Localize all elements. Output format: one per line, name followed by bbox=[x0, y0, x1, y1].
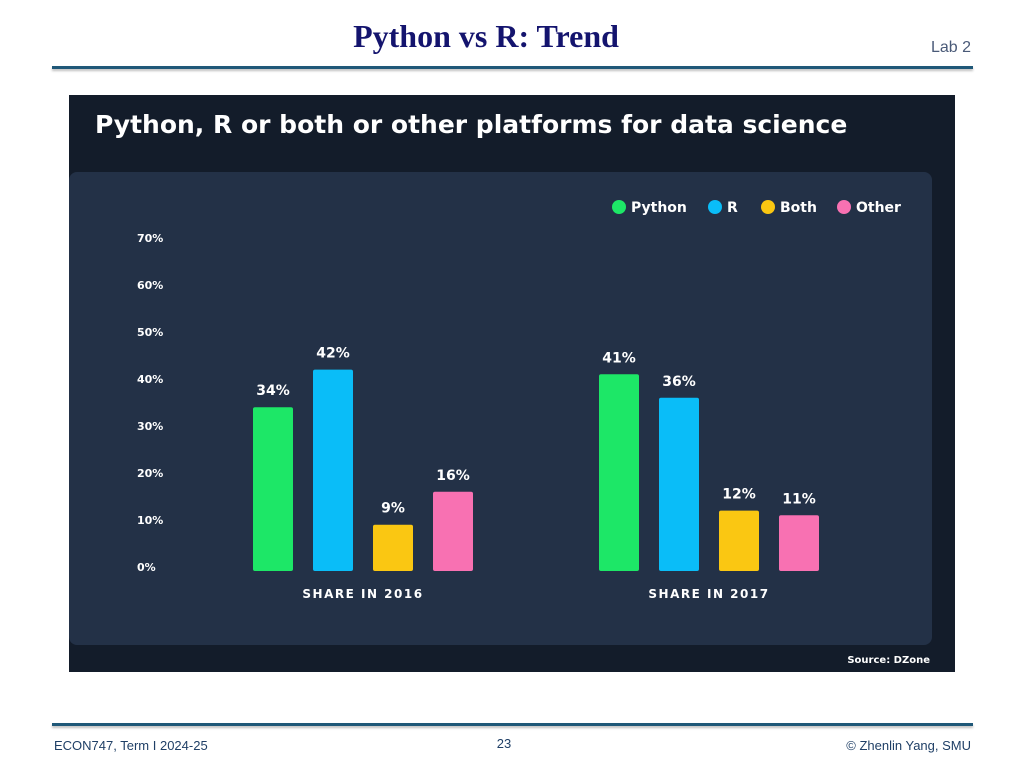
bar-both-1 bbox=[373, 524, 413, 571]
y-tick-label: 0% bbox=[137, 561, 156, 574]
data-label: 34% bbox=[256, 383, 290, 399]
chart-panel bbox=[69, 172, 932, 645]
y-tick-label: 10% bbox=[137, 514, 163, 527]
y-tick-label: 50% bbox=[137, 326, 163, 339]
course-label: ECON747, Term I 2024-25 bbox=[54, 738, 208, 753]
legend-label-r: R bbox=[727, 200, 738, 216]
lab-tag: Lab 2 bbox=[930, 39, 971, 56]
data-label: 11% bbox=[782, 491, 816, 507]
data-label: 36% bbox=[662, 374, 696, 390]
bar-r-1 bbox=[313, 369, 353, 571]
chart-image: Python, R or both or other platforms for… bbox=[69, 95, 955, 672]
data-label: 9% bbox=[381, 501, 405, 517]
bar-r-2 bbox=[659, 397, 699, 571]
bar-other-1 bbox=[433, 491, 473, 571]
bar-chart: Python, R or both or other platforms for… bbox=[69, 110, 932, 666]
data-label: 42% bbox=[316, 346, 350, 362]
bar-other-2 bbox=[779, 515, 819, 571]
data-label: 16% bbox=[436, 468, 470, 484]
legend-dot-both bbox=[761, 200, 775, 214]
bar-python-1 bbox=[253, 407, 293, 571]
copyright: © Zhenlin Yang, SMU bbox=[846, 738, 971, 753]
chart-title: Python, R or both or other platforms for… bbox=[95, 110, 847, 139]
data-label: 12% bbox=[722, 487, 756, 503]
y-tick-label: 70% bbox=[137, 232, 163, 245]
y-tick-label: 20% bbox=[137, 467, 163, 480]
slide-title: Python vs R: Trend bbox=[353, 18, 619, 54]
legend-label-other: Other bbox=[856, 200, 901, 216]
bar-both-2 bbox=[719, 510, 759, 571]
legend-dot-r bbox=[708, 200, 722, 214]
legend-label-python: Python bbox=[631, 200, 687, 216]
x-category-label: SHARE IN 2016 bbox=[302, 587, 423, 601]
legend-label-both: Both bbox=[780, 200, 817, 216]
header-rule bbox=[52, 66, 973, 69]
y-tick-label: 40% bbox=[137, 373, 163, 386]
x-category-label: SHARE IN 2017 bbox=[648, 587, 769, 601]
legend-dot-python bbox=[612, 200, 626, 214]
page-number: 23 bbox=[496, 736, 512, 751]
legend-dot-other bbox=[837, 200, 851, 214]
y-tick-label: 60% bbox=[137, 279, 163, 292]
y-tick-label: 30% bbox=[137, 420, 163, 433]
footer-rule bbox=[52, 723, 973, 726]
data-label: 41% bbox=[602, 350, 636, 366]
bar-python-2 bbox=[599, 374, 639, 571]
chart-source: Source: DZone bbox=[847, 655, 930, 666]
